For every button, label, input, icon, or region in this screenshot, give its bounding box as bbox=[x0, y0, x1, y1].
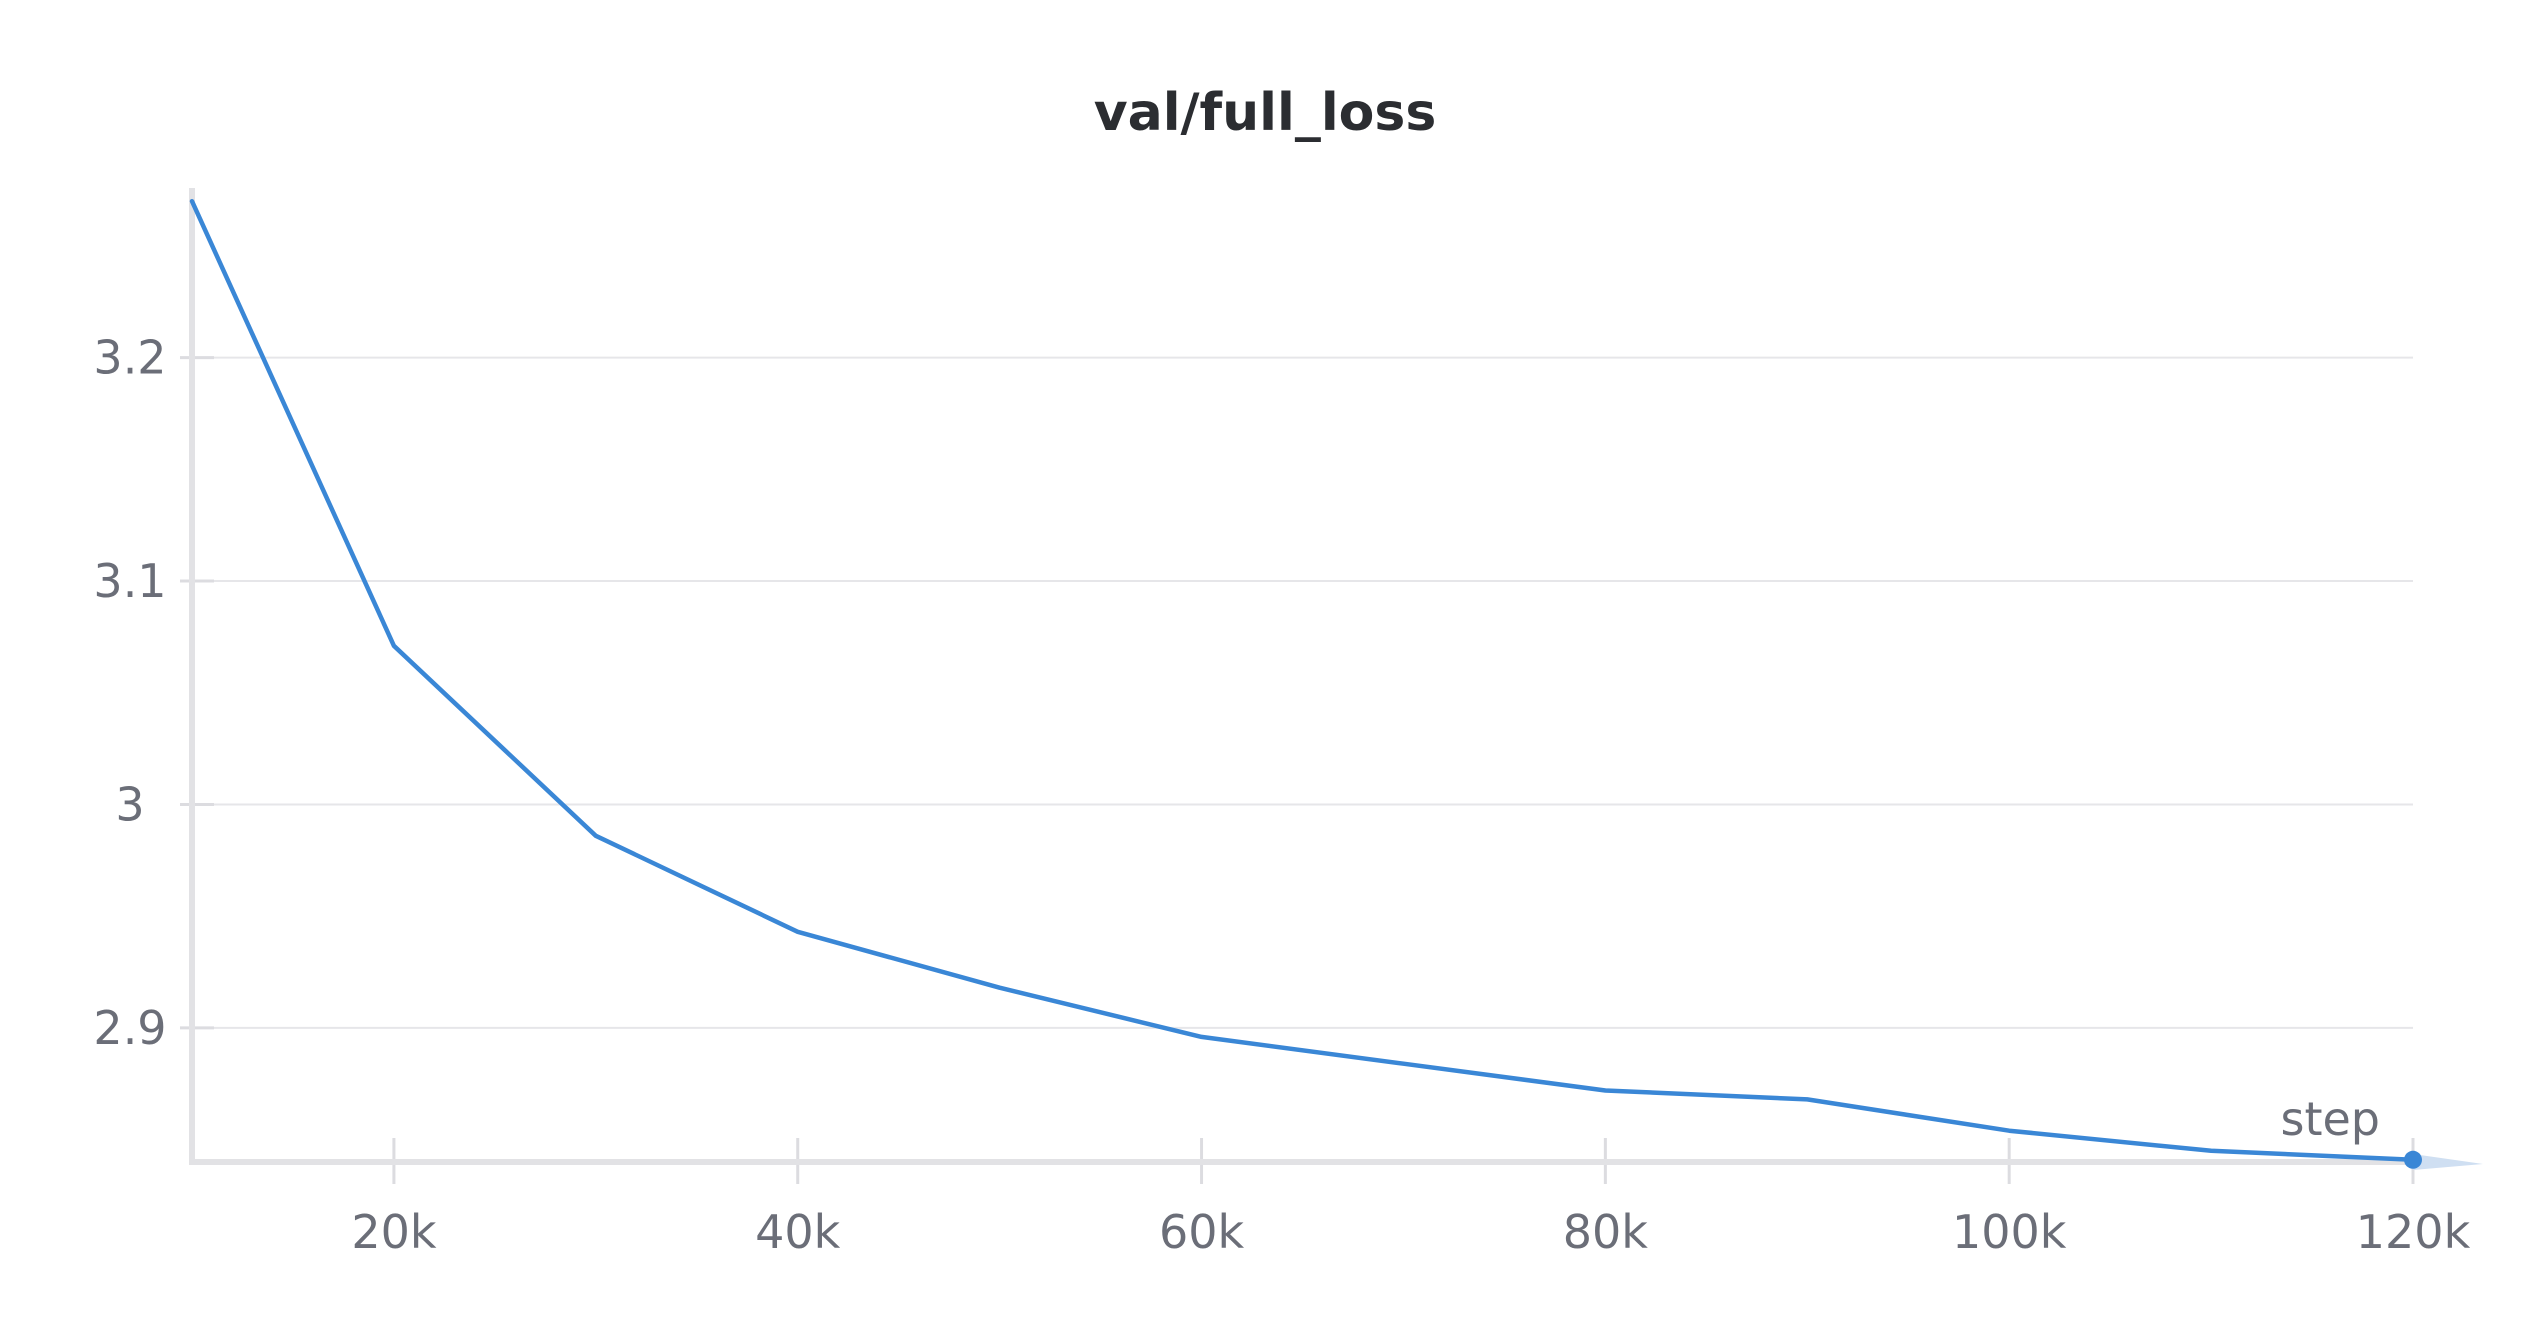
gridlines bbox=[192, 356, 2413, 1029]
x-axis-title: step bbox=[2280, 1092, 2380, 1146]
tick-labels: 2.9 3 3.1 3.2 20k 40k 60k 80k 100k 120k bbox=[93, 331, 2470, 1259]
x-tick-label: 60k bbox=[1159, 1205, 1245, 1259]
y-tick-label: 3.1 bbox=[93, 554, 166, 608]
x-tick-label: 20k bbox=[351, 1205, 437, 1259]
y-tick-label: 3 bbox=[115, 777, 144, 831]
x-tick-label: 100k bbox=[1952, 1205, 2067, 1259]
series-line bbox=[189, 198, 2416, 1163]
chart-title: val/full_loss bbox=[1094, 83, 1437, 143]
y-tick-label: 3.2 bbox=[93, 331, 166, 385]
x-axis-arrow bbox=[2413, 1154, 2483, 1170]
x-tick-label: 80k bbox=[1563, 1205, 1649, 1259]
axes bbox=[180, 188, 2483, 1184]
series-end-point bbox=[2404, 1150, 2422, 1169]
x-tick-label: 40k bbox=[755, 1205, 841, 1259]
y-tick-label: 2.9 bbox=[93, 1001, 166, 1055]
series-layer bbox=[189, 198, 2422, 1169]
x-tick-label: 120k bbox=[2356, 1205, 2471, 1259]
